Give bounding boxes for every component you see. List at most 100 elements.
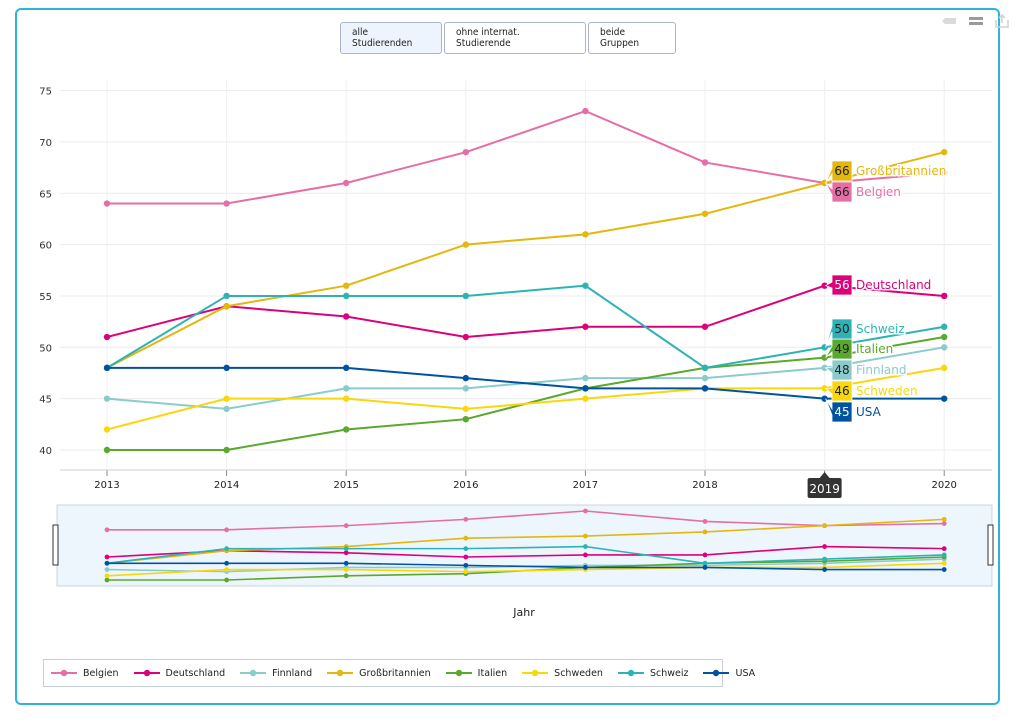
y-tick-label: 75 bbox=[39, 87, 52, 98]
navigator-point-belgien bbox=[583, 508, 588, 514]
navigator-point-deutschland bbox=[104, 554, 110, 560]
point-deutschland bbox=[821, 282, 828, 289]
tooltip-box bbox=[825, 338, 853, 360]
y-tick-label: 60 bbox=[39, 241, 52, 252]
navigator-point-usa bbox=[941, 567, 947, 572]
x-tick-label: 2014 bbox=[214, 480, 239, 491]
legend-item-schweden[interactable]: Schweden bbox=[521, 668, 603, 679]
navigator-window bbox=[56, 504, 993, 587]
navigator-line-usa bbox=[107, 562, 945, 571]
legend-marker-icon bbox=[327, 669, 354, 677]
point-italien bbox=[941, 333, 948, 341]
tag-icon[interactable] bbox=[942, 14, 958, 28]
navigator-line-grossbritannien bbox=[106, 518, 945, 565]
legend-marker-icon bbox=[51, 669, 77, 677]
point-deutschland bbox=[462, 333, 469, 341]
navigator-point-grossbritannien bbox=[583, 533, 588, 539]
point-deutschland bbox=[343, 313, 350, 320]
point-schweiz bbox=[343, 292, 350, 300]
point-italien bbox=[103, 446, 111, 454]
point-usa bbox=[582, 385, 589, 392]
tooltip-value: 66 bbox=[834, 164, 849, 178]
point-finnland bbox=[582, 374, 589, 382]
navigator-point-belgien bbox=[702, 519, 708, 524]
navigator-point-usa bbox=[104, 560, 110, 566]
tooltip-value: 50 bbox=[834, 322, 849, 336]
x-tick-label: 2015 bbox=[333, 480, 358, 491]
navigator-point-deutschland bbox=[822, 544, 827, 549]
navigator-point-usa bbox=[702, 565, 708, 570]
point-schweiz bbox=[223, 292, 230, 300]
view-toggle-group: alle Studierenden ohne internat. Studier… bbox=[340, 22, 676, 54]
navigator-point-schweiz bbox=[702, 560, 708, 566]
navigator-point-usa bbox=[463, 562, 469, 568]
point-usa bbox=[462, 374, 469, 382]
point-finnland bbox=[821, 364, 828, 372]
tooltip-box bbox=[825, 398, 853, 423]
navigator-point-belgien bbox=[941, 521, 947, 526]
y-tick-label: 40 bbox=[39, 446, 52, 457]
point-belgien bbox=[103, 200, 111, 207]
point-grossbritannien bbox=[941, 148, 948, 156]
tooltip-box bbox=[825, 181, 853, 203]
point-deutschland bbox=[582, 323, 589, 330]
tooltip-value: 45 bbox=[834, 405, 849, 419]
both-groups-button[interactable]: beide Gruppen bbox=[588, 22, 676, 54]
legend-item-usa[interactable]: USA bbox=[702, 668, 755, 679]
legend-item-belgien[interactable]: Belgien bbox=[50, 668, 119, 679]
y-tick-label: 50 bbox=[39, 343, 52, 354]
legend-item-schweiz[interactable]: Schweiz bbox=[617, 667, 689, 679]
legend-label: Finnland bbox=[272, 667, 313, 679]
point-finnland bbox=[103, 395, 111, 402]
tooltip-value: 56 bbox=[834, 278, 849, 292]
point-belgien bbox=[343, 179, 350, 187]
navigator-line-deutschland bbox=[106, 545, 945, 558]
point-italien bbox=[343, 426, 350, 433]
navigator-handle-right[interactable] bbox=[987, 524, 994, 566]
navigator-point-belgien bbox=[104, 527, 110, 533]
navigator-point-schweden bbox=[463, 569, 469, 575]
legend-label: Schweiz bbox=[649, 667, 689, 679]
navigator-line-schweden bbox=[106, 562, 945, 577]
x-tick-label: 2017 bbox=[573, 480, 598, 491]
navigator-point-deutschland bbox=[583, 552, 588, 558]
tooltip-box bbox=[824, 359, 853, 381]
legend-marker-icon bbox=[445, 669, 472, 677]
legend-item-deutschland[interactable]: Deutschland bbox=[133, 668, 225, 679]
tooltip-value: 48 bbox=[834, 363, 849, 377]
navigator-point-belgien bbox=[224, 527, 230, 533]
tooltip-series-name: Italien bbox=[856, 342, 893, 356]
legend-label: Großbritannien bbox=[359, 667, 431, 679]
point-schweiz bbox=[701, 364, 709, 372]
navigator-point-usa bbox=[224, 560, 230, 566]
point-deutschland bbox=[701, 323, 709, 330]
point-schweiz bbox=[941, 323, 948, 330]
toolbar-icons bbox=[942, 14, 1010, 28]
navigator-handle-left[interactable] bbox=[52, 524, 59, 566]
point-deutschland bbox=[103, 333, 111, 341]
layers-icon[interactable] bbox=[968, 14, 984, 28]
tooltip-series-name: Finnland bbox=[856, 363, 906, 377]
legend-label: Italien bbox=[477, 667, 508, 679]
point-grossbritannien bbox=[343, 282, 350, 289]
legend-item-grossbritannien[interactable]: Großbritannien bbox=[326, 668, 431, 679]
without-international-button[interactable]: ohne internat. Studierende bbox=[444, 22, 586, 54]
tooltip-series-name: Belgien bbox=[856, 185, 901, 199]
legend-item-italien[interactable]: Italien bbox=[445, 667, 508, 679]
tooltip-series-name: Schweden bbox=[856, 384, 918, 398]
legend-item-finnland[interactable]: Finnland bbox=[239, 668, 312, 679]
export-icon[interactable] bbox=[994, 14, 1010, 28]
y-tick-label: 65 bbox=[39, 189, 52, 200]
point-grossbritannien bbox=[582, 231, 589, 238]
x-crosshair-badge bbox=[807, 478, 842, 498]
series-line-belgien bbox=[107, 110, 945, 205]
navigator-point-schweden bbox=[343, 567, 349, 572]
all-students-button[interactable]: alle Studierenden bbox=[340, 22, 442, 54]
y-tick-label: 45 bbox=[39, 395, 52, 406]
point-italien bbox=[223, 446, 230, 454]
point-finnland bbox=[462, 385, 469, 392]
series-line-grossbritannien bbox=[106, 151, 945, 369]
tooltip-box bbox=[825, 318, 853, 348]
point-italien bbox=[462, 415, 469, 423]
point-finnland bbox=[701, 374, 709, 382]
